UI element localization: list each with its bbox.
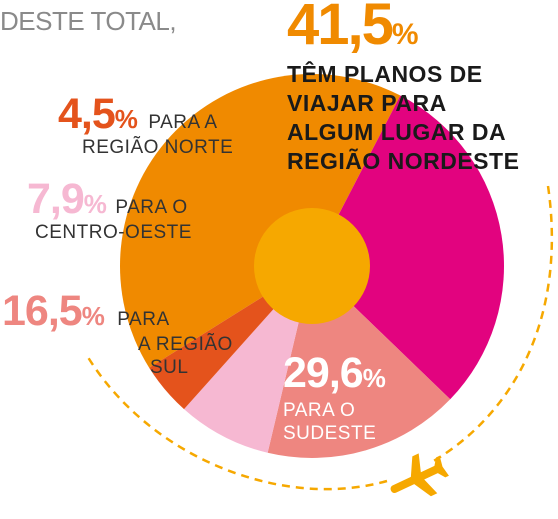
sul-line1: PARA: [117, 309, 170, 330]
label-norte: 4,5% PARA A REGIÃO NORTE: [58, 93, 233, 159]
nordeste-percent-sign: %: [391, 18, 419, 51]
sul-line3: SUL: [150, 357, 189, 378]
nordeste-line3: ALGUM LUGAR DA: [287, 119, 507, 145]
norte-line2: REGIÃO NORTE: [82, 137, 234, 158]
sul-percent: 16,5: [2, 287, 83, 335]
pie-slice-sudeste: [312, 95, 505, 400]
sudeste-line2: SUDESTE: [283, 423, 377, 444]
nordeste-line4: REGIÃO NORDESTE: [287, 148, 520, 174]
nordeste-percent: 41,5: [287, 0, 394, 57]
sudeste-line1: PARA O: [283, 400, 356, 421]
airplane-icon: [390, 453, 449, 497]
norte-line1: PARA A: [148, 112, 218, 133]
label-sudeste: 29,6% PARA O SUDESTE: [283, 352, 386, 445]
norte-percent: 4,5: [58, 90, 116, 138]
nordeste-description: TÊM PLANOS DE VIAJAR PARA ALGUM LUGAR DA…: [287, 60, 547, 176]
intro-text: DESTE TOTAL,: [0, 6, 177, 36]
label-nordeste: 41,5% TÊM PLANOS DE VIAJAR PARA ALGUM LU…: [287, 0, 547, 176]
sudeste-percent-sign: %: [362, 363, 386, 393]
centro-oeste-line1: PARA O: [115, 197, 188, 218]
centro-oeste-percent: 7,9: [27, 175, 85, 223]
sul-percent-sign: %: [81, 301, 105, 331]
sudeste-percent: 29,6: [283, 349, 364, 397]
sul-line2: A REGIÃO: [138, 334, 233, 355]
label-sul: 16,5% PARA A REGIÃO SUL: [2, 290, 233, 379]
nordeste-line2: VIAJAR PARA: [287, 90, 447, 116]
centro-oeste-percent-sign: %: [83, 189, 107, 219]
label-centro-oeste: 7,9% PARA O CENTRO-OESTE: [27, 178, 192, 244]
centro-oeste-line2: CENTRO-OESTE: [35, 222, 192, 243]
norte-percent-sign: %: [114, 104, 138, 134]
travel-arc: [84, 185, 554, 491]
pie-slice-nordeste: [119, 73, 401, 368]
sudeste-description: PARA O SUDESTE: [283, 399, 386, 445]
nordeste-line1: TÊM PLANOS DE: [287, 61, 483, 87]
pie-center: [254, 208, 370, 324]
